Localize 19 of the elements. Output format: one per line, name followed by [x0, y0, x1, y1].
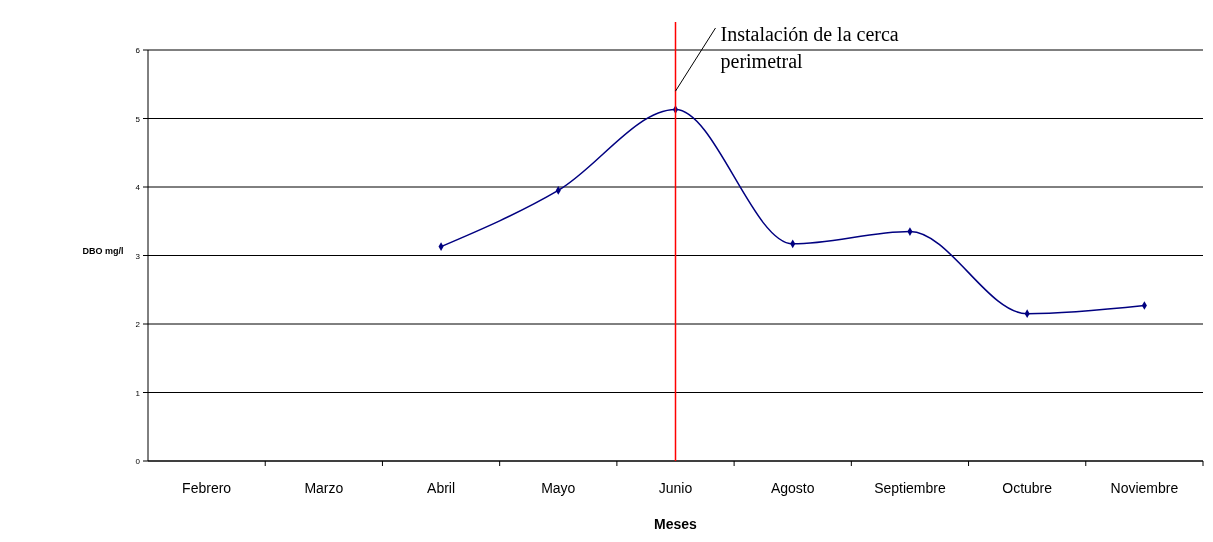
x-tick-label: Junio — [658, 480, 693, 496]
y-tick-label: 2 — [135, 320, 141, 329]
y-tick-label: 0 — [135, 457, 141, 466]
x-tick-label: Mayo — [541, 480, 576, 496]
y-tick-label: 6 — [135, 46, 141, 55]
x-tick-label: Septiembre — [874, 480, 946, 496]
x-tick-label: Noviembre — [1110, 480, 1179, 496]
x-axis-title: Meses — [654, 516, 698, 532]
y-tick-label: 3 — [135, 251, 141, 261]
x-tick-label: Agosto — [770, 480, 815, 496]
y-tick-label: 5 — [135, 114, 141, 124]
x-tick-label: Abril — [427, 480, 456, 496]
y-tick-label: 4 — [135, 183, 141, 192]
x-tick-label: Marzo — [304, 480, 344, 496]
x-tick-label: Octubre — [1002, 480, 1053, 496]
x-tick-label: Febrero — [182, 480, 232, 496]
y-axis-title: DBO mg/l — [82, 245, 124, 256]
y-tick-label: 1 — [135, 388, 141, 398]
ref-line-label: Instalación de la cerca perimetral — [720, 23, 899, 73]
